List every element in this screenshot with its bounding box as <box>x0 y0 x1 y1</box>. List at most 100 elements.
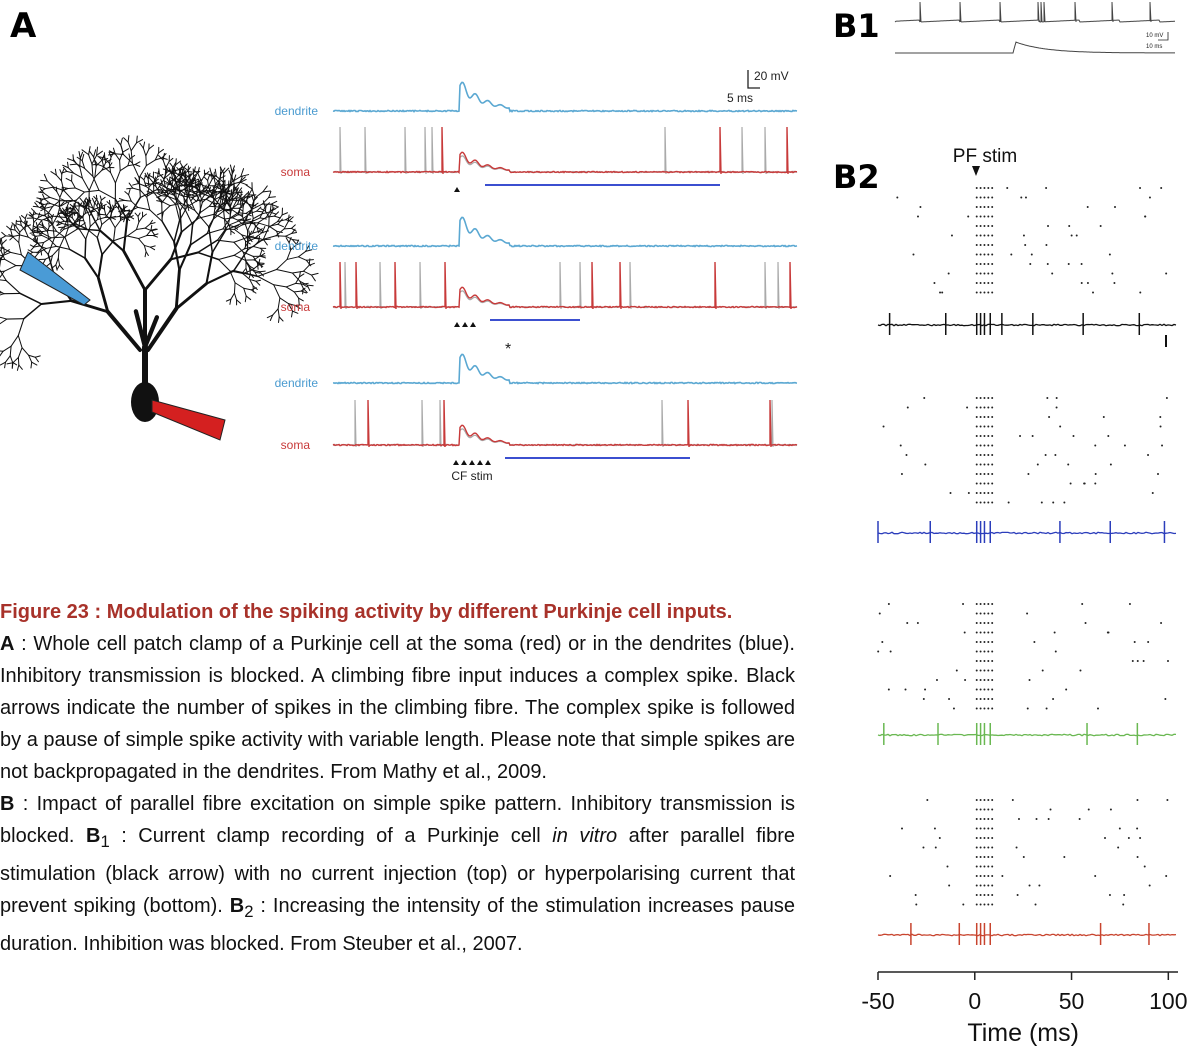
raster-dot <box>1046 397 1049 399</box>
dendrite-branch <box>158 173 165 180</box>
raster-dot <box>979 631 982 634</box>
dendrite-branch <box>205 269 235 285</box>
raster-dot <box>1108 894 1111 896</box>
raster-dot <box>983 707 986 710</box>
raster-dot <box>991 215 994 218</box>
dendrite-branch <box>144 175 150 179</box>
dendrite-branch <box>0 254 4 257</box>
dendrite-branch <box>261 226 266 234</box>
dendrite-branch <box>305 249 313 252</box>
raster-dot <box>939 291 942 294</box>
raster-dot <box>1033 641 1036 643</box>
dendrite-branch <box>257 268 278 277</box>
dendrite-branch <box>234 186 239 194</box>
dendrite-branch <box>105 309 142 352</box>
dendrite-branch <box>160 195 169 197</box>
dendrite-branch <box>273 215 281 219</box>
dendrite-branch <box>154 181 157 188</box>
dendrite-branch <box>262 190 272 193</box>
raster-dot <box>979 425 982 428</box>
dendrite-branch <box>126 196 142 221</box>
raster-dot <box>1094 444 1097 447</box>
raster-dot <box>1148 196 1151 199</box>
dendrite-branch <box>60 198 69 203</box>
dendrite-branch <box>231 175 242 183</box>
raster-dot <box>948 698 951 700</box>
dendrite-branch <box>281 212 288 216</box>
dendrite-branch <box>213 203 223 215</box>
raster-dot <box>975 492 978 494</box>
dendrite-branch <box>36 219 43 228</box>
dendrite-branch <box>134 212 139 217</box>
raster-dot <box>979 856 982 858</box>
raster-dot <box>975 416 978 418</box>
dendrite-branch <box>12 234 21 237</box>
dendrite-branch <box>254 191 264 199</box>
dendrite-branch <box>294 305 301 310</box>
dendrite-branch <box>291 238 299 241</box>
stim-marker <box>461 460 467 465</box>
raster-dot <box>975 454 978 456</box>
dendrite-branch <box>67 161 69 169</box>
dendrite-branch <box>239 178 247 184</box>
raster-dot <box>975 196 978 199</box>
dendrite-branch <box>185 183 190 197</box>
dendrite-branch <box>9 228 16 231</box>
caption-label: B <box>229 895 245 917</box>
dendrite-branch <box>270 203 278 207</box>
dendrite-branch <box>144 251 147 258</box>
dendrite-branch <box>158 155 164 161</box>
dendrite-branch <box>206 218 214 235</box>
raster-dot <box>991 612 994 615</box>
trace <box>332 126 797 175</box>
raster-dot <box>905 454 908 456</box>
raster-dot <box>1118 827 1121 830</box>
dendrite-branch <box>79 212 87 220</box>
raster-dot <box>983 894 986 896</box>
dendrite-branch <box>265 215 275 218</box>
dendrite-branch <box>179 170 183 178</box>
raster-dot <box>1083 482 1086 485</box>
dendrite-branch <box>180 183 186 187</box>
dendrite-branch <box>91 163 98 166</box>
dendrite-branch <box>184 209 194 226</box>
dendrite-branch <box>144 182 151 185</box>
raster-dot <box>1148 884 1151 887</box>
dendrite-branch <box>0 293 5 296</box>
raster-dot <box>979 846 982 849</box>
dendrite-branch <box>251 188 256 199</box>
dendrite-branch <box>258 235 261 242</box>
raster-dot <box>975 698 978 700</box>
raster-dot <box>1086 282 1089 284</box>
dendrite-branch <box>103 166 112 173</box>
raster-dot <box>987 435 990 437</box>
dendrite-branch <box>233 269 259 278</box>
raster-dot <box>1136 856 1139 858</box>
dendrite-branch <box>299 280 308 286</box>
raster-dot <box>991 856 994 858</box>
dendrite-branch <box>182 195 193 198</box>
dendrite-branch <box>42 232 52 239</box>
dendrite-branch <box>170 171 177 174</box>
dendrite-branch <box>0 235 7 239</box>
dendrite-branch <box>217 180 221 187</box>
dendrite-branch <box>52 187 58 193</box>
raster-dot <box>983 669 986 672</box>
dendrite-branch <box>76 223 87 230</box>
dendrite-branch <box>100 196 106 201</box>
raster-dot <box>1166 799 1169 801</box>
dendrite-branch <box>41 215 53 221</box>
raster-dot <box>991 650 994 653</box>
raster-dot <box>1087 808 1090 811</box>
dendrite-branch <box>43 192 51 198</box>
dendrite-branch <box>101 203 107 207</box>
dendrite-branch <box>298 271 301 278</box>
raster-dot <box>1029 263 1032 265</box>
dendrite-branch <box>57 247 60 259</box>
dendrite-branch <box>244 295 247 303</box>
dendrite-branch <box>256 210 263 213</box>
dendrite-branch <box>0 270 5 279</box>
raster-dot <box>983 818 986 820</box>
dendrite-branch <box>51 218 53 226</box>
raster-dot <box>1045 244 1048 246</box>
